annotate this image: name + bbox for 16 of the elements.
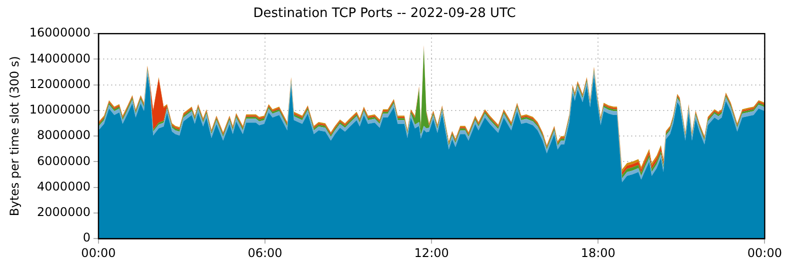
y-tick-label: 10000000 xyxy=(29,102,90,117)
y-tick-label: 16000000 xyxy=(29,26,90,40)
y-tick-label: 12000000 xyxy=(29,76,90,91)
x-tick-label: 12:00 xyxy=(414,246,449,260)
y-tick-label: 6000000 xyxy=(37,154,90,168)
y-tick-label: 8000000 xyxy=(37,128,90,142)
y-tick-label: 14000000 xyxy=(29,51,90,66)
y-tick-label: 2000000 xyxy=(37,205,90,220)
x-tick-label: 18:00 xyxy=(580,246,616,260)
y-axis-title: Bytes per time slot (300 s) xyxy=(7,56,22,216)
chart-title: Destination TCP Ports -- 2022-09-28 UTC xyxy=(253,6,516,22)
x-tick-label: 00:00 xyxy=(747,246,782,260)
y-tick-label: 4000000 xyxy=(37,179,90,194)
y-tick-label: 0 xyxy=(82,230,90,245)
x-tick-label: 06:00 xyxy=(248,246,282,260)
x-tick-label: 00:00 xyxy=(81,246,116,260)
